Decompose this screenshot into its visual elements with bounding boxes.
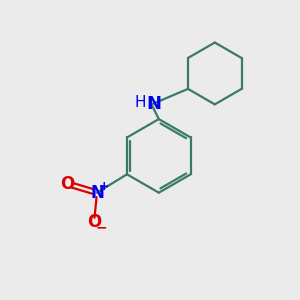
Text: H: H: [134, 94, 146, 110]
Text: −: −: [96, 220, 107, 234]
Text: N: N: [90, 184, 104, 202]
Text: N: N: [146, 95, 161, 113]
Text: O: O: [60, 175, 75, 193]
Text: O: O: [87, 213, 101, 231]
Text: +: +: [98, 180, 109, 193]
